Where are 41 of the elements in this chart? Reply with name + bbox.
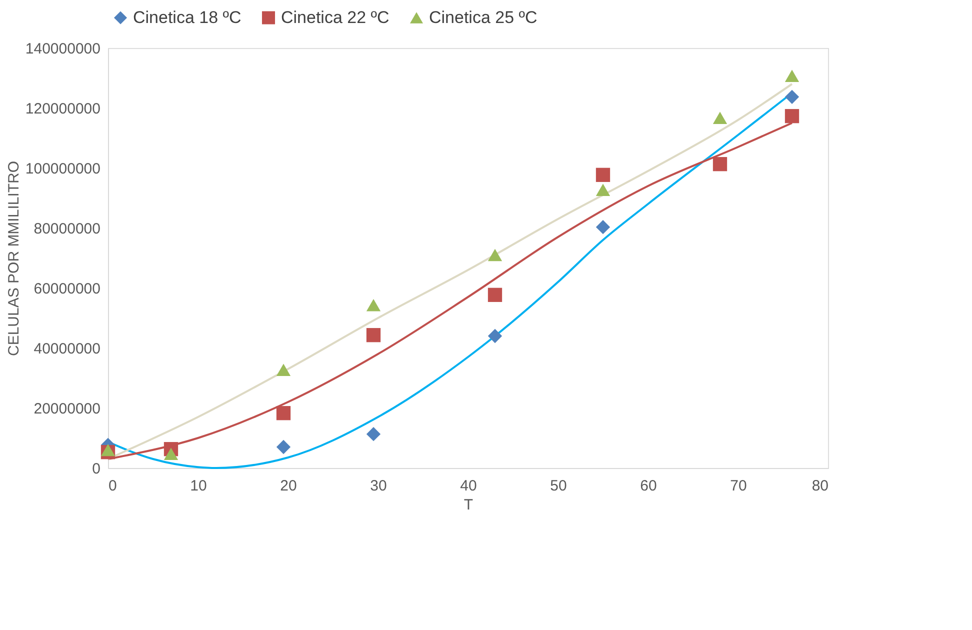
y-tick-label: 100000000	[25, 160, 100, 178]
x-tick-label: 80	[812, 478, 828, 494]
point	[712, 157, 728, 172]
point	[276, 406, 291, 420]
point	[366, 328, 381, 342]
point	[488, 248, 502, 262]
point	[784, 109, 800, 124]
x-tick-label: 20	[280, 478, 297, 494]
x-tick-label: 60	[640, 478, 657, 494]
x-tick-label: 40	[460, 478, 477, 494]
y-tick-label: 0	[92, 460, 100, 478]
x-axis-title: T	[464, 496, 474, 514]
point	[366, 298, 381, 312]
y-axis-title: CELULAS POR MMILILITRO	[5, 160, 22, 356]
point	[366, 427, 381, 442]
point	[596, 184, 610, 196]
point	[100, 444, 116, 456]
point	[784, 90, 800, 104]
x-tick-label: 10	[190, 478, 207, 494]
point	[784, 70, 800, 82]
point	[276, 364, 291, 376]
legend-label: Cinetica 22 ºC	[281, 8, 390, 27]
y-tick-label: 120000000	[25, 100, 100, 118]
point	[712, 112, 728, 124]
x-tick-label: 70	[730, 478, 747, 494]
y-tick-label: 20000000	[34, 400, 100, 418]
legend-label: Cinetica 18 ºC	[133, 8, 242, 27]
x-tick-label: 0	[108, 478, 117, 494]
y-tick-label: 140000000	[25, 40, 100, 58]
point	[596, 220, 610, 234]
y-tick-label: 40000000	[34, 340, 100, 358]
y-tick-label: 80000000	[34, 220, 100, 238]
legend-label: Cinetica 25 ºC	[429, 8, 538, 27]
point	[276, 440, 291, 454]
x-tick-label: 30	[370, 478, 387, 494]
point	[596, 168, 610, 182]
y-tick-label: 60000000	[34, 280, 100, 298]
x-tick-label: 50	[550, 478, 567, 494]
point	[488, 328, 502, 344]
point	[488, 288, 502, 302]
point	[164, 448, 178, 460]
